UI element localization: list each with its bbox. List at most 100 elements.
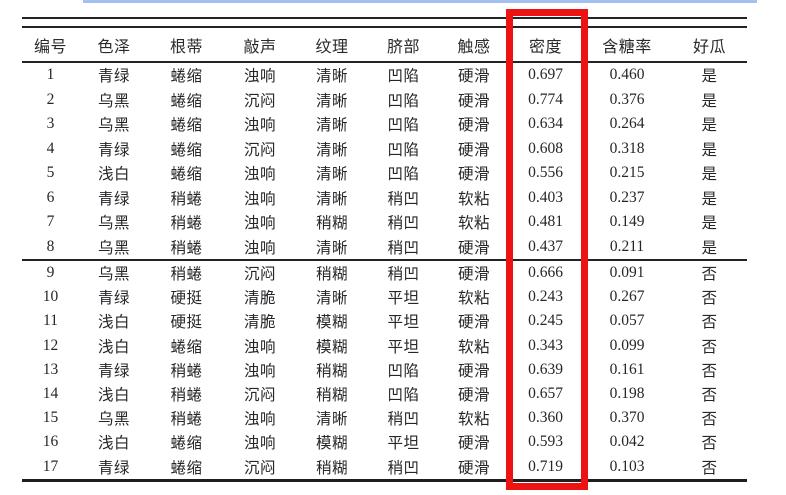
cell: 乌黑 [97, 215, 130, 233]
cell: 蜷缩 [170, 338, 203, 356]
cell: 0.360 [528, 409, 563, 427]
cell: 稍糊 [315, 459, 348, 477]
cell: 稍蜷 [170, 362, 203, 380]
cell: 0.774 [528, 90, 563, 108]
header-cell: 触感 [457, 38, 491, 56]
cell: 0.099 [609, 336, 645, 354]
cell: 0.091 [609, 264, 645, 282]
table-row: 1 青绿 蜷缩 浊响 清晰 凹陷 硬滑 0.697 0.460 是 [22, 63, 747, 88]
header-bottom-rule [22, 61, 747, 63]
cell: 4 [46, 139, 55, 157]
cell: 乌黑 [97, 92, 130, 110]
cell: 硬滑 [457, 314, 490, 332]
cell: 浊响 [243, 362, 276, 380]
cell: 蜷缩 [170, 141, 203, 159]
cell: 青绿 [97, 290, 130, 308]
table-row: 17 青绿 蜷缩 沉闷 稍糊 稍凹 硬滑 0.719 0.103 否 [22, 455, 747, 479]
cell: 软粘 [457, 338, 490, 356]
cell: 硬滑 [457, 387, 490, 405]
cell: 2 [46, 90, 55, 108]
cell: 0.237 [609, 188, 645, 206]
cell: 稍蜷 [170, 190, 203, 208]
cell: 稍蜷 [170, 266, 203, 284]
cell: 0.243 [528, 288, 563, 306]
cell: 0.370 [609, 409, 645, 427]
cell: 清晰 [315, 239, 348, 257]
cell: 7 [46, 213, 55, 231]
cell: 稍凹 [387, 411, 420, 429]
cell: 硬滑 [457, 362, 490, 380]
cell: 清晰 [315, 411, 348, 429]
header-cell: 根蒂 [169, 38, 203, 56]
cell: 0.639 [528, 360, 563, 378]
cell: 硬滑 [457, 435, 490, 453]
header-cell: 敲声 [243, 38, 277, 56]
cell: 模糊 [315, 338, 348, 356]
cell: 0.245 [528, 312, 563, 330]
cell: 蜷缩 [170, 117, 203, 135]
cell: 是 [701, 141, 718, 159]
cell: 清晰 [315, 190, 348, 208]
cell: 1 [46, 66, 55, 84]
cell: 浊响 [243, 117, 276, 135]
cell: 清晰 [315, 290, 348, 308]
header-cell-highlighted: 密度 [528, 38, 562, 56]
table-row: 12 浅白 蜷缩 浊响 模糊 平坦 软粘 0.343 0.099 否 [22, 334, 747, 358]
cell: 蜷缩 [170, 92, 203, 110]
cell: 10 [42, 288, 59, 306]
cell: 青绿 [97, 68, 130, 86]
cell: 否 [701, 387, 718, 405]
cell: 0.593 [528, 433, 563, 451]
cell: 硬滑 [457, 459, 490, 477]
table-row: 7 乌黑 稍蜷 浊响 稍糊 稍凹 软粘 0.481 0.149 是 [22, 210, 747, 235]
cell: 浅白 [97, 387, 130, 405]
cell: 青绿 [97, 362, 130, 380]
cell: 0.403 [528, 188, 563, 206]
cell: 稍凹 [387, 239, 420, 257]
cell: 15 [42, 409, 59, 427]
cell: 是 [701, 92, 718, 110]
cell: 清晰 [315, 92, 348, 110]
cell: 17 [42, 457, 59, 475]
cell: 否 [701, 266, 718, 284]
cell: 稍凹 [387, 190, 420, 208]
cell: 凹陷 [387, 362, 420, 380]
cell: 否 [701, 290, 718, 308]
cell: 0.719 [528, 457, 563, 475]
cell: 硬挺 [170, 290, 203, 308]
header-cell: 好瓜 [692, 38, 726, 56]
cell: 稍凹 [387, 459, 420, 477]
cell: 否 [701, 411, 718, 429]
cell: 凹陷 [387, 92, 420, 110]
cell: 稍糊 [315, 266, 348, 284]
cell: 平坦 [387, 338, 420, 356]
cell: 浊响 [243, 166, 276, 184]
cell: 8 [46, 237, 55, 255]
cell: 0.697 [528, 66, 563, 84]
cell: 浊响 [243, 215, 276, 233]
cell: 是 [701, 117, 718, 135]
header-cell: 脐部 [386, 38, 420, 56]
cell: 浊响 [243, 239, 276, 257]
cell: 凹陷 [387, 387, 420, 405]
cell: 乌黑 [97, 266, 130, 284]
cell: 0.042 [609, 433, 645, 451]
cell: 清晰 [315, 117, 348, 135]
cell: 否 [701, 314, 718, 332]
cell: 蜷缩 [170, 435, 203, 453]
cell: 12 [42, 336, 59, 354]
cell: 沉闷 [243, 387, 276, 405]
table-top-rule [22, 17, 747, 28]
cell: 13 [42, 360, 59, 378]
cell: 稍蜷 [170, 387, 203, 405]
table-row: 3 乌黑 蜷缩 浊响 清晰 凹陷 硬滑 0.634 0.264 是 [22, 112, 747, 137]
cell: 0.666 [528, 264, 563, 282]
cell: 乌黑 [97, 117, 130, 135]
cell: 是 [701, 166, 718, 184]
cell: 0.318 [609, 139, 645, 157]
cell: 青绿 [97, 141, 130, 159]
cell: 否 [701, 362, 718, 380]
cell: 浊响 [243, 411, 276, 429]
cell: 14 [42, 385, 59, 403]
